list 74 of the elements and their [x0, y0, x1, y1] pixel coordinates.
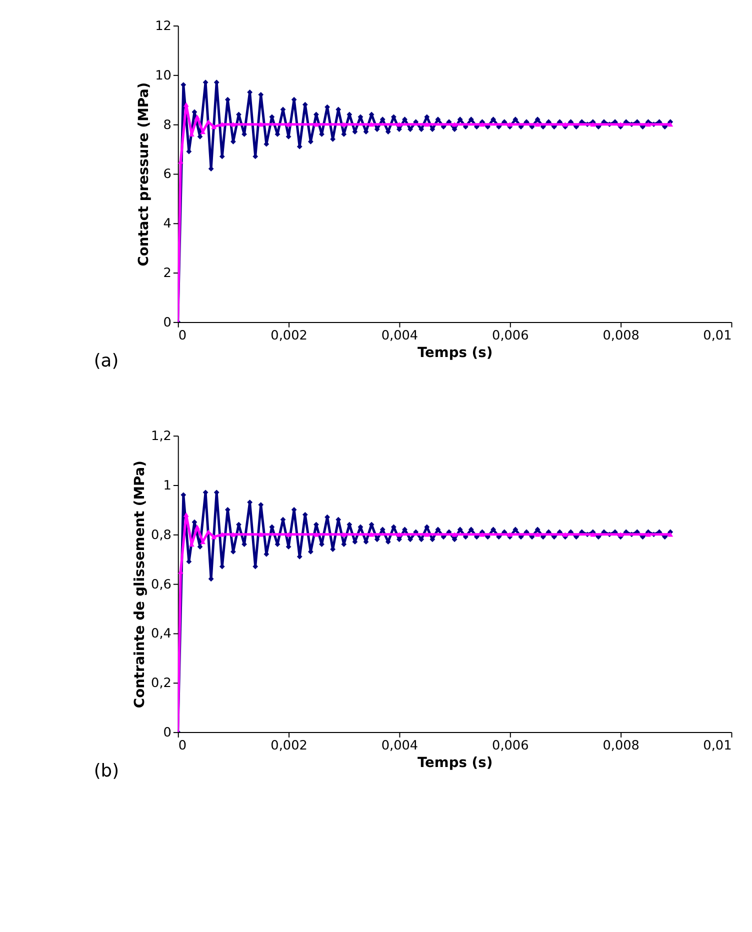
point [480, 122, 485, 127]
y-tick-label: 2 [163, 266, 172, 281]
x-tick-label: 0,01 [703, 328, 732, 344]
y-tick-label: 0,4 [151, 626, 172, 642]
point [534, 532, 540, 537]
y-tick-label: 6 [163, 167, 172, 182]
point [341, 532, 347, 537]
point [314, 532, 319, 537]
x-tick-label: 0 [178, 738, 187, 754]
point [646, 122, 651, 127]
point [368, 122, 374, 127]
point [341, 122, 347, 127]
point [286, 532, 292, 537]
y-tick-label: 8 [163, 118, 172, 133]
text: (b) [94, 760, 120, 782]
point [668, 532, 674, 537]
point [194, 524, 200, 530]
point [452, 532, 458, 537]
point [507, 122, 513, 127]
point [194, 114, 200, 120]
x-tick-label: 0,004 [381, 328, 418, 344]
y-axis-title: Contrainte de glissement (MPa) [132, 460, 148, 708]
point [219, 122, 225, 127]
point [211, 124, 217, 130]
point [646, 532, 651, 537]
x-tick-label: 0,004 [381, 738, 418, 754]
x-tick-label: 0,008 [602, 328, 640, 344]
y-tick-label: 0,6 [151, 577, 172, 592]
point [368, 532, 374, 537]
point [590, 532, 596, 537]
point [314, 122, 319, 127]
point [668, 122, 674, 127]
y-tick-label: 0 [163, 726, 172, 741]
point [562, 122, 568, 127]
y-tick-label: 12 [155, 18, 172, 34]
point [230, 532, 236, 537]
x-tick-label: 0,002 [270, 738, 308, 754]
point [396, 532, 402, 537]
point [219, 532, 225, 537]
point [618, 122, 624, 127]
y-axis-title: Contact pressure (MPa) [136, 82, 152, 266]
point [424, 122, 430, 127]
point [590, 122, 596, 127]
y-tick-label: 0 [163, 315, 172, 330]
y-tick-label: 0,8 [151, 528, 172, 543]
y-tick-label: 10 [155, 68, 172, 84]
point [258, 122, 264, 127]
y-tick-label: 4 [163, 216, 172, 232]
y-tick-label: 1 [163, 478, 172, 494]
point [562, 532, 568, 537]
x-axis-title: Temps (s) [417, 755, 493, 772]
point [258, 532, 264, 537]
text: (a) [94, 350, 119, 372]
y-tick-label: 0,2 [151, 676, 172, 692]
x-tick-label: 0 [178, 328, 187, 344]
point [286, 122, 292, 127]
point [507, 532, 513, 537]
x-tick-label: 0,01 [703, 738, 732, 754]
point [618, 532, 624, 537]
x-tick-label: 0,008 [602, 738, 640, 754]
point [230, 122, 236, 127]
point [183, 512, 189, 517]
point [452, 122, 458, 127]
x-tick-label: 0,002 [270, 328, 308, 344]
x-tick-label: 0,006 [492, 328, 529, 344]
y-tick-label: 1,2 [151, 429, 172, 444]
x-axis-title: Temps (s) [417, 345, 493, 362]
point [211, 534, 217, 540]
x-tick-label: 0,006 [492, 738, 529, 754]
point [183, 102, 189, 107]
point [534, 122, 540, 127]
point [396, 122, 402, 127]
point [424, 532, 430, 537]
point [480, 532, 485, 537]
